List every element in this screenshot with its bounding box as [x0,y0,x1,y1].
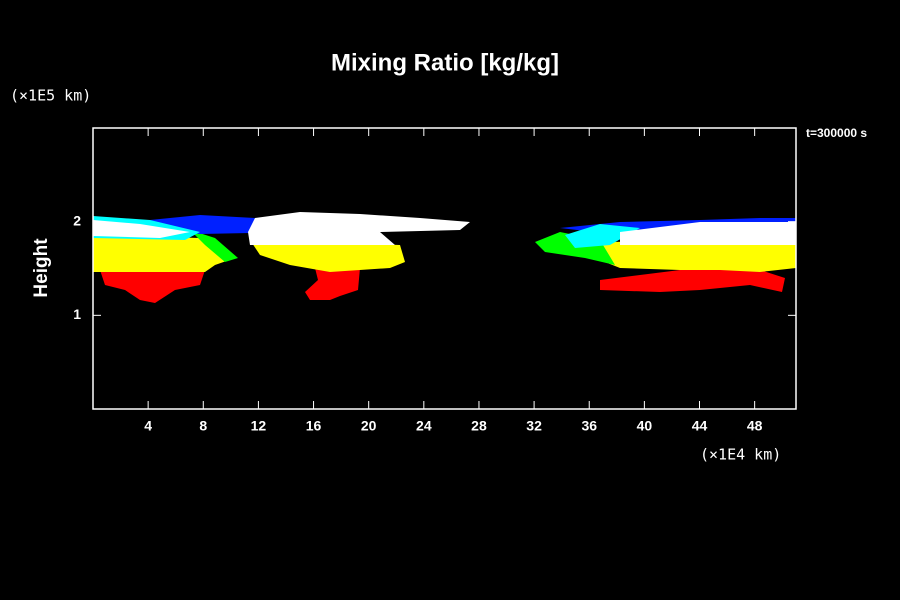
x-tick-label: 4 [144,418,152,434]
x-tick-label: 8 [199,418,207,434]
x-tick-label: 44 [692,418,708,434]
x-tick-label: 40 [637,418,653,434]
contour-fill [93,212,796,303]
x-tick-label: 32 [526,418,542,434]
annotation: t=300000 s [806,126,867,140]
x-tick-label: 16 [306,418,322,434]
x-tick-label: 24 [416,418,432,434]
x-tick-label: 36 [581,418,597,434]
x-tick-label: 20 [361,418,377,434]
y-tick-label: 2 [73,212,81,228]
x-tick-label: 48 [747,418,763,434]
y-label: Height [31,238,52,298]
x-tick-label: 12 [251,418,267,434]
x-unit: (×1E4 km) [700,446,781,464]
y-unit: (×1E5 km) [10,87,91,105]
chart-title: Mixing Ratio [kg/kg] [331,49,559,76]
y-tick-label: 1 [73,306,81,322]
x-tick-label: 28 [471,418,487,434]
plot-frame [92,127,797,410]
